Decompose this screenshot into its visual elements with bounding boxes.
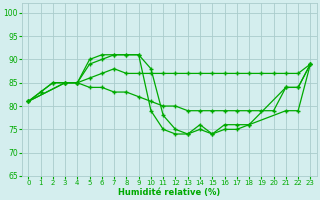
X-axis label: Humidité relative (%): Humidité relative (%)	[118, 188, 220, 197]
